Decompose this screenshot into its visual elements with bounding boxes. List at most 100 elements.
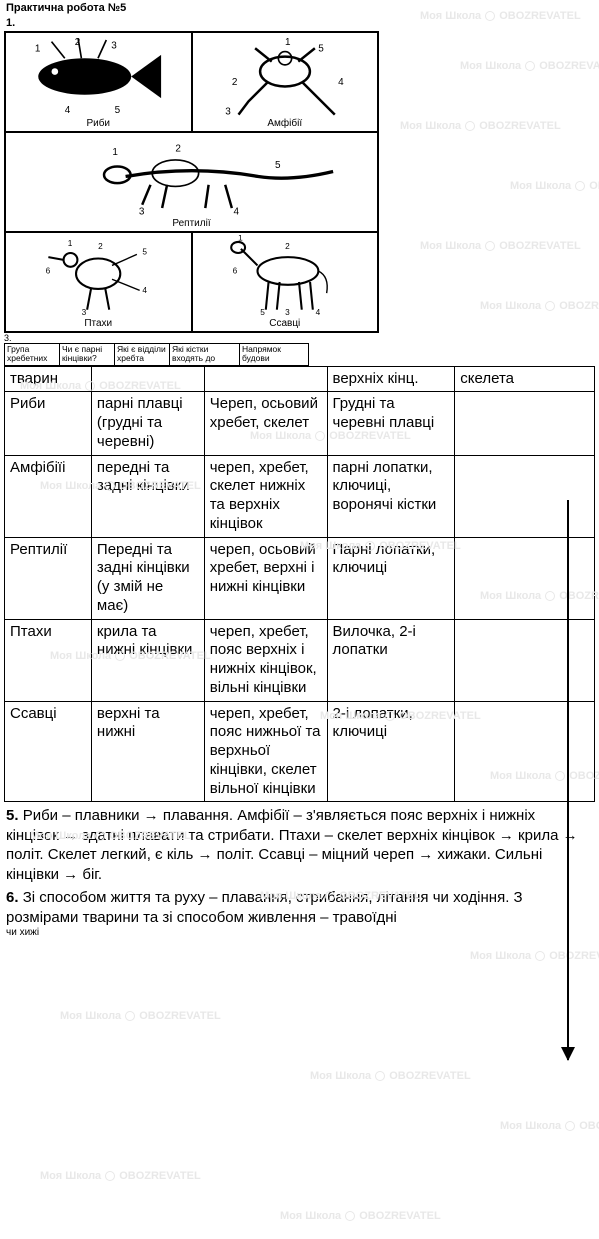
table-row: Ссавціверхні та нижнічереп, хребет, пояс… — [5, 701, 595, 802]
svg-text:1: 1 — [238, 235, 243, 243]
table-cell: череп, хребет, скелет нижніх та верхніх … — [204, 455, 327, 537]
small-hdr-cell: Які кістки входять до — [170, 344, 240, 365]
page-title: Практична робота №5 — [0, 0, 599, 16]
paragraph-5: 5. Риби – плавники → плавання. Амфібії –… — [0, 802, 599, 884]
svg-text:3: 3 — [112, 40, 118, 51]
figure-fish: 123 45 Риби — [5, 32, 192, 132]
svg-text:4: 4 — [233, 207, 239, 218]
svg-text:2: 2 — [232, 77, 238, 88]
table-row: РептиліїПередні та задні кінцівки (у змі… — [5, 537, 595, 619]
table-cell: Амфібіїі — [5, 455, 92, 537]
figure-label: Амфібії — [267, 118, 302, 129]
table-cell: череп, хребет, пояс нижньої та верхньої … — [204, 701, 327, 802]
figure-mammal: 1 2 6 5 3 4 Ссавці — [192, 232, 379, 332]
table-cell — [455, 392, 595, 455]
th — [204, 366, 327, 392]
table-cell: Птахи — [5, 619, 92, 701]
svg-text:2: 2 — [98, 241, 103, 251]
svg-text:3: 3 — [285, 307, 290, 317]
figures-block: 1 2 3 4 5 Риби 1 5 2 4 3 Амфібії 1 2 — [4, 31, 379, 333]
table-row: Рибипарні плавці (грудні та черевні)Чере… — [5, 392, 595, 455]
svg-text:5: 5 — [318, 44, 324, 55]
figure-reptile: 1 2 3 4 5 Рептилії — [5, 132, 378, 232]
main-table: тварин верхніх кінц. скелета Рибипарні п… — [4, 366, 595, 803]
svg-text:5: 5 — [260, 307, 265, 317]
table-cell — [455, 537, 595, 619]
table-cell: Вилочка, 2-і лопатки — [327, 619, 455, 701]
table-cell: Ссавці — [5, 701, 92, 802]
figure-label: Птахи — [84, 318, 112, 329]
small-header-row: Група хребетних Чи є парні кінцівки? Які… — [4, 343, 309, 366]
svg-text:4: 4 — [143, 285, 148, 295]
figure-label: Ссавці — [269, 318, 300, 329]
para5-text: Риби – плавники → плавання. Амфібії – з'… — [6, 807, 578, 883]
table-cell: Череп, осьовий хребет, скелет — [204, 392, 327, 455]
svg-text:4: 4 — [315, 307, 320, 317]
small-hdr-cell: Група хребетних — [5, 344, 60, 365]
para5-label: 5. — [6, 807, 19, 824]
small-hdr-cell: Які є відділи хребта — [115, 344, 170, 365]
svg-text:2: 2 — [285, 241, 290, 251]
watermark: Моя ШколаOBOZREVATEL — [280, 1210, 441, 1222]
svg-text:1: 1 — [112, 147, 118, 158]
watermark: Моя ШколаOBOZREVATEL — [40, 1170, 201, 1182]
table-row: Птахикрила та нижні кінцівкичереп, хребе… — [5, 619, 595, 701]
table-cell: 2-і лопатки, ключиці — [327, 701, 455, 802]
svg-text:3: 3 — [225, 107, 231, 118]
watermark: Моя ШколаOBOZREVATEL — [460, 60, 599, 72]
table-cell: череп, хребет, пояс верхніх і нижніх кін… — [204, 619, 327, 701]
table-header-row: тварин верхніх кінц. скелета — [5, 366, 595, 392]
watermark: Моя ШколаOBOZREVATEL — [470, 950, 599, 962]
th: верхніх кінц. — [327, 366, 455, 392]
table-cell: верхні та нижні — [91, 701, 204, 802]
svg-text:3: 3 — [82, 307, 87, 317]
table-cell — [455, 455, 595, 537]
para6-label: 6. — [6, 889, 19, 906]
figure-amphibian: 1 5 2 4 3 Амфібії — [192, 32, 379, 132]
table-cell: парні лопатки, ключиці, воронячі кістки — [327, 455, 455, 537]
table-cell: крила та нижні кінцівки — [91, 619, 204, 701]
watermark: Моя ШколаOBOZREVATEL — [60, 1010, 221, 1022]
watermark: Моя ШколаOBOZREVATEL — [510, 180, 599, 192]
svg-text:4: 4 — [65, 105, 71, 116]
table-cell: передні та задні кінцівки — [91, 455, 204, 537]
th: тварин — [5, 366, 92, 392]
small-hdr-cell: Напрямок будови — [240, 344, 310, 365]
table-cell: Грудні та черевні плавці — [327, 392, 455, 455]
figure-label: Риби — [86, 118, 110, 129]
table-cell — [455, 619, 595, 701]
cut-text: чи хижі — [0, 927, 599, 938]
arrow-down-icon — [567, 500, 569, 1060]
figure-label: Рептилії — [172, 218, 210, 229]
svg-text:2: 2 — [75, 37, 81, 48]
paragraph-6: 6. Зі способом життя та руху – плавання,… — [0, 884, 599, 927]
table-cell: Риби — [5, 392, 92, 455]
table-cell: череп, осьовий хребет, верхні і нижні кі… — [204, 537, 327, 619]
table-cell: Парні лопатки, ключиці — [327, 537, 455, 619]
figure-bird: 125 634 Птахи — [5, 232, 192, 332]
watermark: Моя ШколаOBOZREVATEL — [310, 1070, 471, 1082]
table-cell — [455, 701, 595, 802]
watermark: Моя ШколаOBOZREVATEL — [420, 240, 581, 252]
svg-text:5: 5 — [275, 160, 281, 171]
bird-skeleton-icon: 125 634 — [29, 235, 167, 318]
svg-text:6: 6 — [46, 266, 51, 276]
watermark: Моя ШколаOBOZREVATEL — [400, 120, 561, 132]
svg-text:2: 2 — [175, 144, 181, 155]
lizard-skeleton-icon: 1 2 3 4 5 — [26, 135, 358, 218]
svg-text:3: 3 — [138, 207, 144, 218]
table-cell: парні плавці (грудні та черевні) — [91, 392, 204, 455]
th: скелета — [455, 366, 595, 392]
para6-text: Зі способом життя та руху – плавання, ст… — [6, 889, 523, 926]
table-cell: Передні та задні кінцівки (у змій не має… — [91, 537, 204, 619]
horse-skeleton-icon: 1 2 6 5 3 4 — [216, 235, 354, 318]
th — [91, 366, 204, 392]
svg-text:6: 6 — [232, 266, 237, 276]
svg-text:1: 1 — [35, 44, 41, 55]
watermark: Моя ШколаOBOZREVATEL — [480, 300, 599, 312]
task3-label: 3. — [4, 333, 12, 343]
svg-text:1: 1 — [285, 37, 291, 48]
svg-text:4: 4 — [338, 77, 344, 88]
table-row: Амфібіїіпередні та задні кінцівкичереп, … — [5, 455, 595, 537]
watermark: Моя ШколаOBOZREVATEL — [500, 1120, 599, 1132]
